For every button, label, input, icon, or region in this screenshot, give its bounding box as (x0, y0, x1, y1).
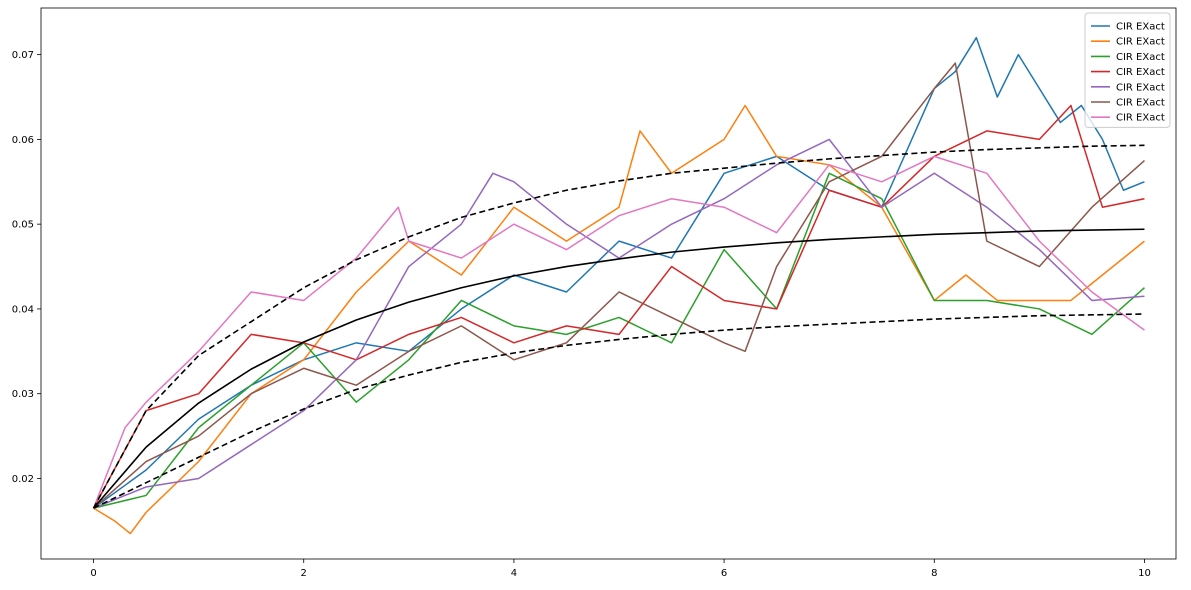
series-line-5 (93, 138, 1145, 509)
x-tick-label-1: 2 (301, 568, 307, 579)
legend-label-2: CIR EXact (1116, 37, 1165, 48)
legend-label-5: CIR EXact (1116, 82, 1165, 93)
x-tick-label-4: 8 (931, 568, 937, 579)
y-tick-label-5: 0.07 (12, 50, 34, 61)
series-line-2 (93, 104, 1145, 535)
confidence-bound-line-2 (93, 313, 1145, 509)
y-tick-label-2: 0.04 (12, 304, 34, 315)
series-layer (92, 36, 1145, 535)
x-tick-label-2: 4 (511, 568, 517, 579)
legend-label-6: CIR EXact (1116, 98, 1165, 109)
legend-label-4: CIR EXact (1116, 67, 1165, 78)
series-line-6 (93, 62, 1145, 509)
series-line-7 (92, 155, 1145, 509)
legend-label-3: CIR EXact (1116, 52, 1165, 63)
legend: CIR EXact CIR EXact CIR EXact CIR EXact CIR … (1084, 12, 1171, 128)
confidence-bound-line-1 (92, 144, 1145, 509)
series-line-4 (92, 104, 1145, 509)
axes-layer: 0 2 4 6 8 10 0.02 0.03 0.04 0.05 0.06 0.07 (12, 7, 1177, 579)
y-tick-label-1: 0.03 (12, 389, 34, 400)
mean-line (92, 228, 1145, 509)
x-tick-label-5: 10 (1138, 568, 1151, 579)
series-line-3 (93, 172, 1145, 509)
legend-label-7: CIR EXact (1116, 113, 1165, 124)
y-tick-label-0: 0.02 (12, 474, 34, 485)
x-tick-label-0: 0 (90, 568, 96, 579)
legend-label-1: CIR EXact (1116, 22, 1165, 33)
y-tick-label-3: 0.05 (12, 220, 34, 231)
y-tick-label-4: 0.06 (12, 135, 34, 146)
plot-frame (40, 7, 1177, 560)
x-tick-label-3: 6 (721, 568, 727, 579)
